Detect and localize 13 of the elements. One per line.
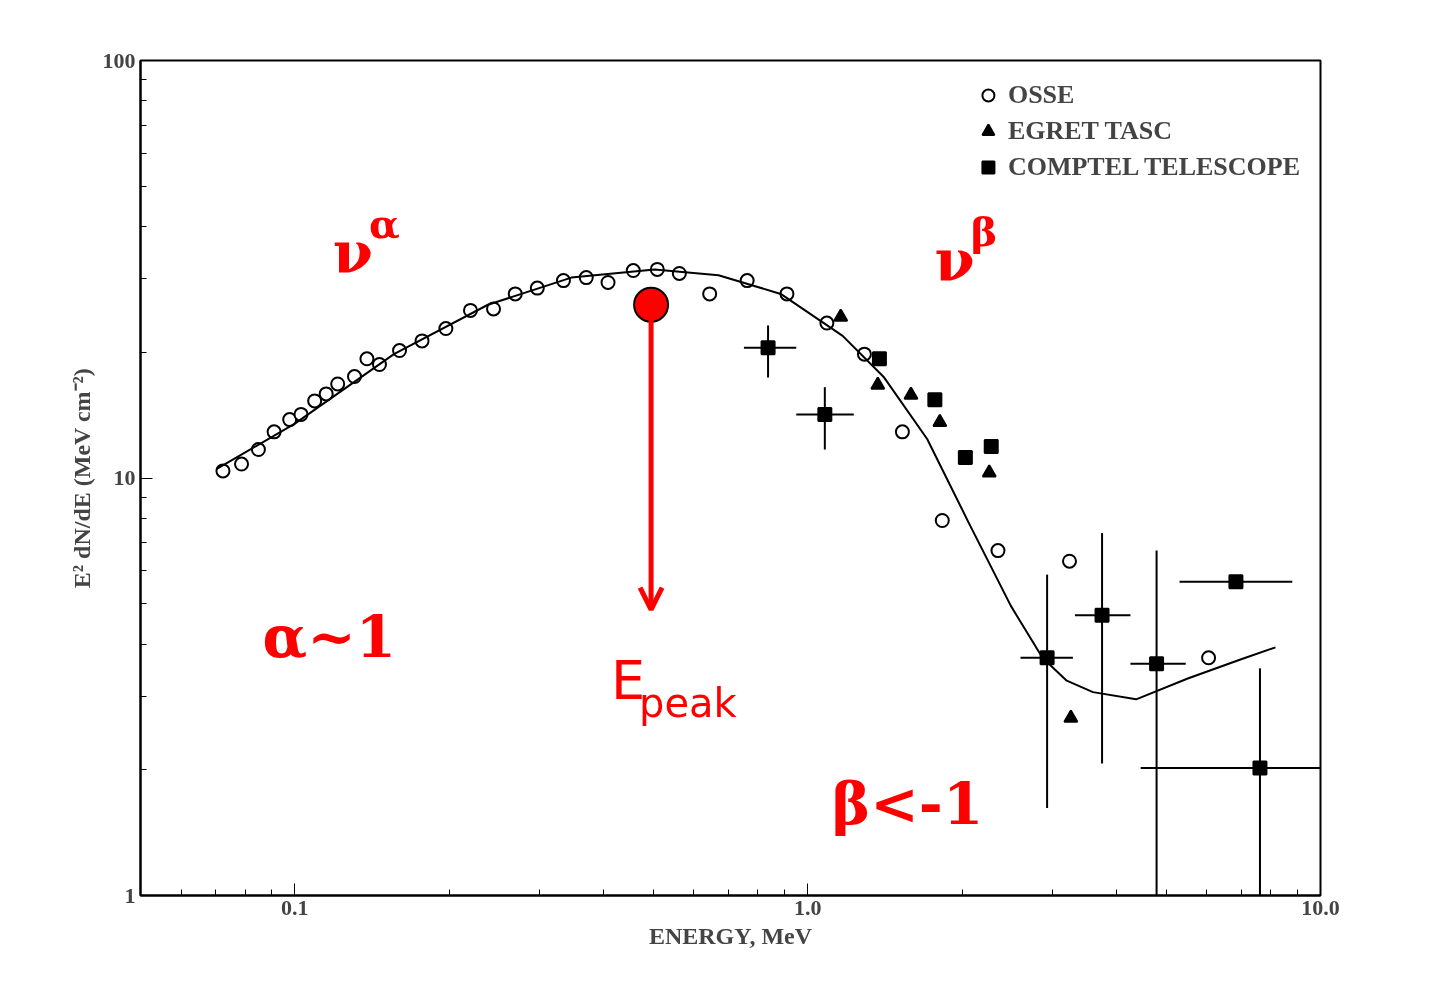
legend-label: OSSE: [1007, 80, 1075, 110]
legend-label: EGRET TASC: [1007, 116, 1172, 146]
y-axis-title: E² dN/dE (MeV cm⁻²): [68, 368, 95, 589]
x-tick-label: 10.0: [1301, 894, 1340, 920]
y-tick-label: 10: [113, 465, 136, 490]
annotation: α~1: [262, 602, 397, 671]
x-tick-label: 1.0: [793, 894, 822, 920]
y-tick-label: 100: [102, 47, 136, 73]
x-tick-label: 0.1: [281, 894, 309, 920]
x-axis-title: ENERGY, MeV: [648, 922, 813, 949]
annotation: β<-1: [831, 769, 984, 838]
legend-label: COMPTEL TELESCOPE: [1007, 152, 1300, 182]
y-tick-label: 1: [124, 882, 136, 908]
